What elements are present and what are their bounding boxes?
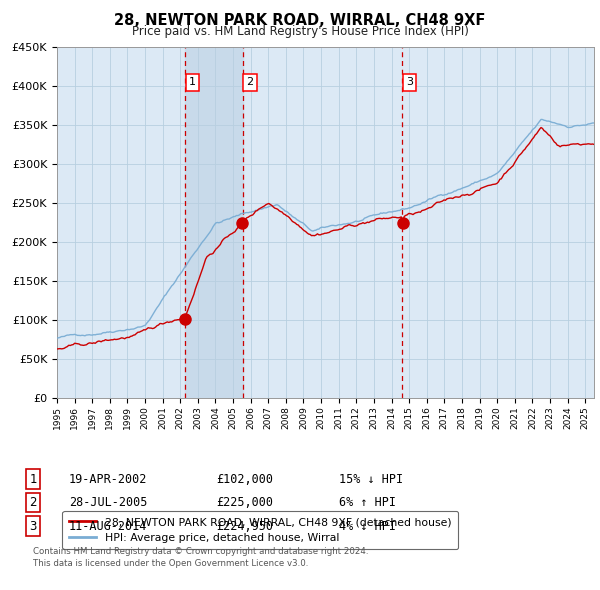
- Text: 4% ↓ HPI: 4% ↓ HPI: [339, 520, 396, 533]
- Text: 11-AUG-2014: 11-AUG-2014: [69, 520, 148, 533]
- Text: 28, NEWTON PARK ROAD, WIRRAL, CH48 9XF: 28, NEWTON PARK ROAD, WIRRAL, CH48 9XF: [115, 13, 485, 28]
- Text: 19-APR-2002: 19-APR-2002: [69, 473, 148, 486]
- Text: £224,950: £224,950: [216, 520, 273, 533]
- Text: 6% ↑ HPI: 6% ↑ HPI: [339, 496, 396, 509]
- Text: 2: 2: [29, 496, 37, 509]
- Text: Contains HM Land Registry data © Crown copyright and database right 2024.: Contains HM Land Registry data © Crown c…: [33, 547, 368, 556]
- Text: 2: 2: [247, 77, 254, 87]
- Text: 1: 1: [29, 473, 37, 486]
- Text: 1: 1: [189, 77, 196, 87]
- Text: This data is licensed under the Open Government Licence v3.0.: This data is licensed under the Open Gov…: [33, 559, 308, 568]
- Text: 15% ↓ HPI: 15% ↓ HPI: [339, 473, 403, 486]
- Text: £225,000: £225,000: [216, 496, 273, 509]
- Text: 3: 3: [406, 77, 413, 87]
- Text: £102,000: £102,000: [216, 473, 273, 486]
- Text: 3: 3: [29, 520, 37, 533]
- Text: Price paid vs. HM Land Registry's House Price Index (HPI): Price paid vs. HM Land Registry's House …: [131, 25, 469, 38]
- Legend: 28, NEWTON PARK ROAD, WIRRAL, CH48 9XF (detached house), HPI: Average price, det: 28, NEWTON PARK ROAD, WIRRAL, CH48 9XF (…: [62, 510, 458, 549]
- Text: 28-JUL-2005: 28-JUL-2005: [69, 496, 148, 509]
- Bar: [185, 47, 243, 398]
